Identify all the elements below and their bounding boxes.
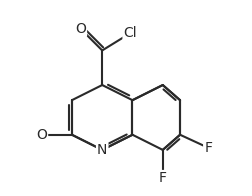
Text: F: F bbox=[159, 171, 167, 185]
Text: O: O bbox=[36, 128, 47, 142]
Text: Cl: Cl bbox=[123, 26, 137, 40]
Text: O: O bbox=[75, 22, 86, 36]
Text: F: F bbox=[204, 141, 212, 155]
Text: N: N bbox=[97, 143, 107, 157]
